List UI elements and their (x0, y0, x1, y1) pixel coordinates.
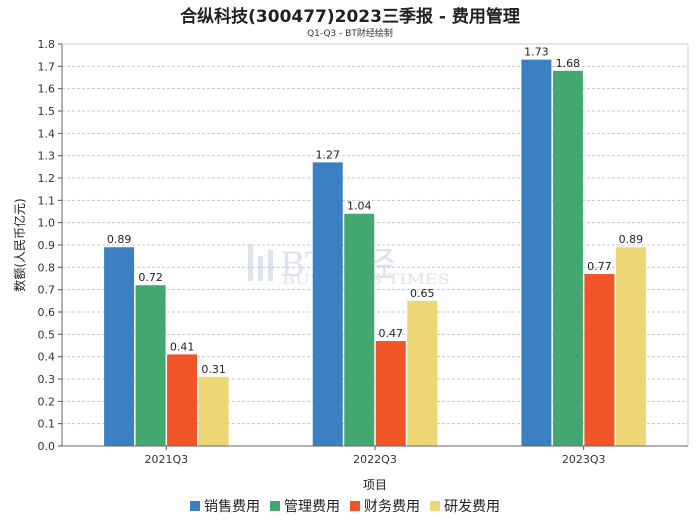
legend[interactable]: 销售费用 管理费用 财务费用 研发费用 (190, 499, 500, 515)
data-label: 0.65 (410, 287, 435, 300)
y-tick-label: 0.4 (38, 351, 56, 364)
bar (615, 247, 646, 446)
data-label: 1.73 (524, 46, 549, 59)
y-tick-label: 1.2 (38, 172, 56, 185)
legend-swatch (270, 501, 280, 511)
data-label: 1.04 (347, 200, 372, 213)
y-tick-label: 1.0 (38, 217, 56, 230)
y-tick-label: 0.0 (38, 440, 56, 453)
bar (521, 59, 552, 447)
y-tick-label: 1.8 (38, 38, 56, 51)
data-label: 1.27 (316, 148, 341, 161)
bar (407, 300, 438, 446)
legend-swatch (350, 501, 360, 511)
y-tick-label: 0.8 (38, 261, 56, 274)
bar (584, 274, 615, 446)
bar (135, 285, 166, 446)
legend-item-2[interactable]: 管理费用 (270, 499, 340, 515)
bar (167, 354, 198, 446)
bar (375, 341, 406, 446)
chart-title: 合纵科技(300477)2023三季报 - 费用管理 (180, 7, 520, 27)
y-tick-label: 1.4 (38, 127, 56, 140)
y-tick-label: 1.1 (38, 194, 56, 207)
watermark-bar (258, 256, 263, 281)
y-tick-label: 1.5 (38, 105, 56, 118)
y-tick-label: 0.3 (38, 373, 56, 386)
y-tick-label: 1.3 (38, 150, 56, 163)
x-tick-label: 2021Q3 (145, 453, 189, 466)
data-label: 0.89 (107, 233, 132, 246)
x-tick-label: 2022Q3 (353, 453, 397, 466)
watermark-bar (268, 250, 273, 281)
axes: 0.0 0.1 0.2 0.3 0.4 0.5 0.6 0.7 0.8 0.9 1.0 1.1 1.2 1… (12, 38, 689, 492)
bar (198, 376, 229, 446)
data-label: 0.47 (379, 327, 404, 340)
x-axis-title: 项目 (363, 478, 387, 492)
legend-swatch (190, 501, 200, 511)
data-label: 0.77 (587, 260, 612, 273)
bar (344, 213, 375, 446)
y-tick-label: 0.9 (38, 239, 56, 252)
y-tick-label: 0.1 (38, 418, 56, 431)
legend-label: 研发费用 (444, 499, 500, 515)
y-axis-title: 数额(人民币亿元) (12, 198, 27, 291)
legend-item-4[interactable]: 研发费用 (430, 499, 500, 515)
legend-label: 销售费用 (204, 499, 260, 515)
legend-item-1[interactable]: 销售费用 (190, 499, 260, 515)
bars (104, 59, 646, 447)
y-tick-label: 0.6 (38, 306, 56, 319)
bar (312, 162, 343, 446)
data-label: 0.72 (138, 271, 163, 284)
y-tick-label: 0.2 (38, 395, 56, 408)
x-tick-label: 2023Q3 (562, 453, 606, 466)
gridlines (62, 43, 688, 425)
bar (104, 247, 135, 446)
y-tick-label: 0.5 (38, 328, 56, 341)
data-labels: 0.89 0.72 0.41 0.31 1.27 1.04 0.47 0.65 1.73 1.68… (107, 46, 643, 376)
data-label: 1.68 (556, 57, 581, 70)
legend-item-3[interactable]: 财务费用 (350, 499, 420, 515)
y-tick-label: 0.7 (38, 284, 56, 297)
data-label: 0.31 (201, 363, 226, 376)
watermark-bar (248, 244, 253, 281)
y-tick-label: 1.6 (38, 83, 56, 96)
legend-swatch (430, 501, 440, 511)
legend-label: 管理费用 (284, 499, 340, 515)
data-label: 0.89 (619, 233, 644, 246)
bar (552, 70, 583, 447)
legend-label: 财务费用 (364, 499, 420, 515)
y-tick-label: 1.7 (38, 60, 56, 73)
data-label: 0.41 (170, 340, 195, 353)
chart-subtitle: Q1-Q3 - BT财经绘制 (307, 29, 393, 39)
watermark-icon (248, 244, 273, 281)
